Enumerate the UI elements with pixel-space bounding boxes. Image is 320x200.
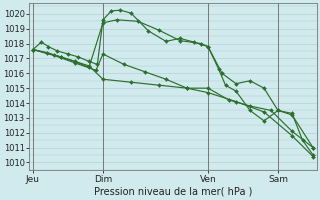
X-axis label: Pression niveau de la mer( hPa ): Pression niveau de la mer( hPa ) — [94, 187, 252, 197]
